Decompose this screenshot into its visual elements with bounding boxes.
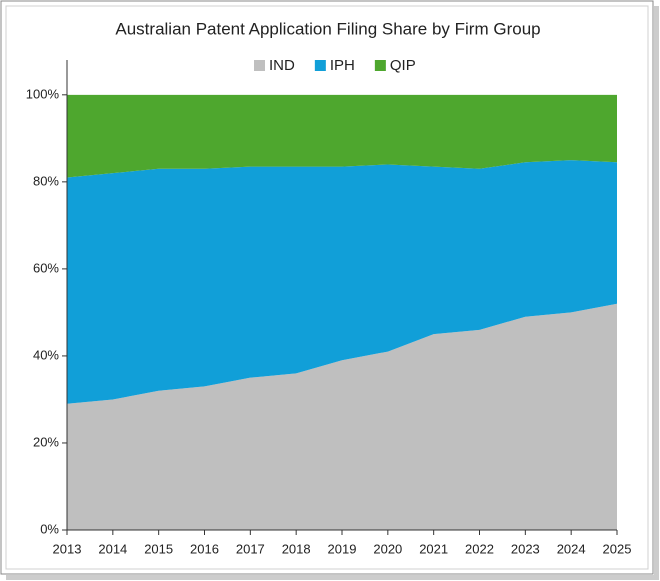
y-tick-label: 60% <box>33 260 59 275</box>
x-tick-label: 2021 <box>419 541 448 556</box>
shadow <box>6 575 659 580</box>
x-tick-label: 2016 <box>190 541 219 556</box>
legend-swatch <box>374 60 386 71</box>
x-tick-label: 2015 <box>144 541 173 556</box>
legend-swatch <box>314 60 326 71</box>
shadow <box>654 6 659 578</box>
legend-swatch <box>254 60 265 71</box>
x-tick-label: 2018 <box>282 541 311 556</box>
area <box>67 160 617 404</box>
area <box>67 303 617 530</box>
x-tick-label: 2019 <box>328 541 357 556</box>
x-tick-label: 2014 <box>98 541 127 556</box>
legend-label: IND <box>269 57 295 74</box>
chart-title: Australian Patent Application Filing Sha… <box>115 19 540 38</box>
y-tick-label: 0% <box>40 521 59 536</box>
y-tick-label: 100% <box>26 86 60 101</box>
y-tick-label: 20% <box>33 434 59 449</box>
legend-label: IPH <box>330 57 355 74</box>
x-tick-label: 2025 <box>603 541 632 556</box>
x-tick-label: 2024 <box>557 541 586 556</box>
legend-label: QIP <box>390 57 416 74</box>
y-tick-label: 80% <box>33 173 59 188</box>
x-tick-label: 2013 <box>53 541 82 556</box>
x-tick-label: 2017 <box>236 541 265 556</box>
area <box>67 94 617 178</box>
x-tick-label: 2023 <box>511 541 540 556</box>
x-tick-label: 2022 <box>465 541 494 556</box>
y-tick-label: 40% <box>33 347 59 362</box>
x-tick-label: 2020 <box>373 541 402 556</box>
